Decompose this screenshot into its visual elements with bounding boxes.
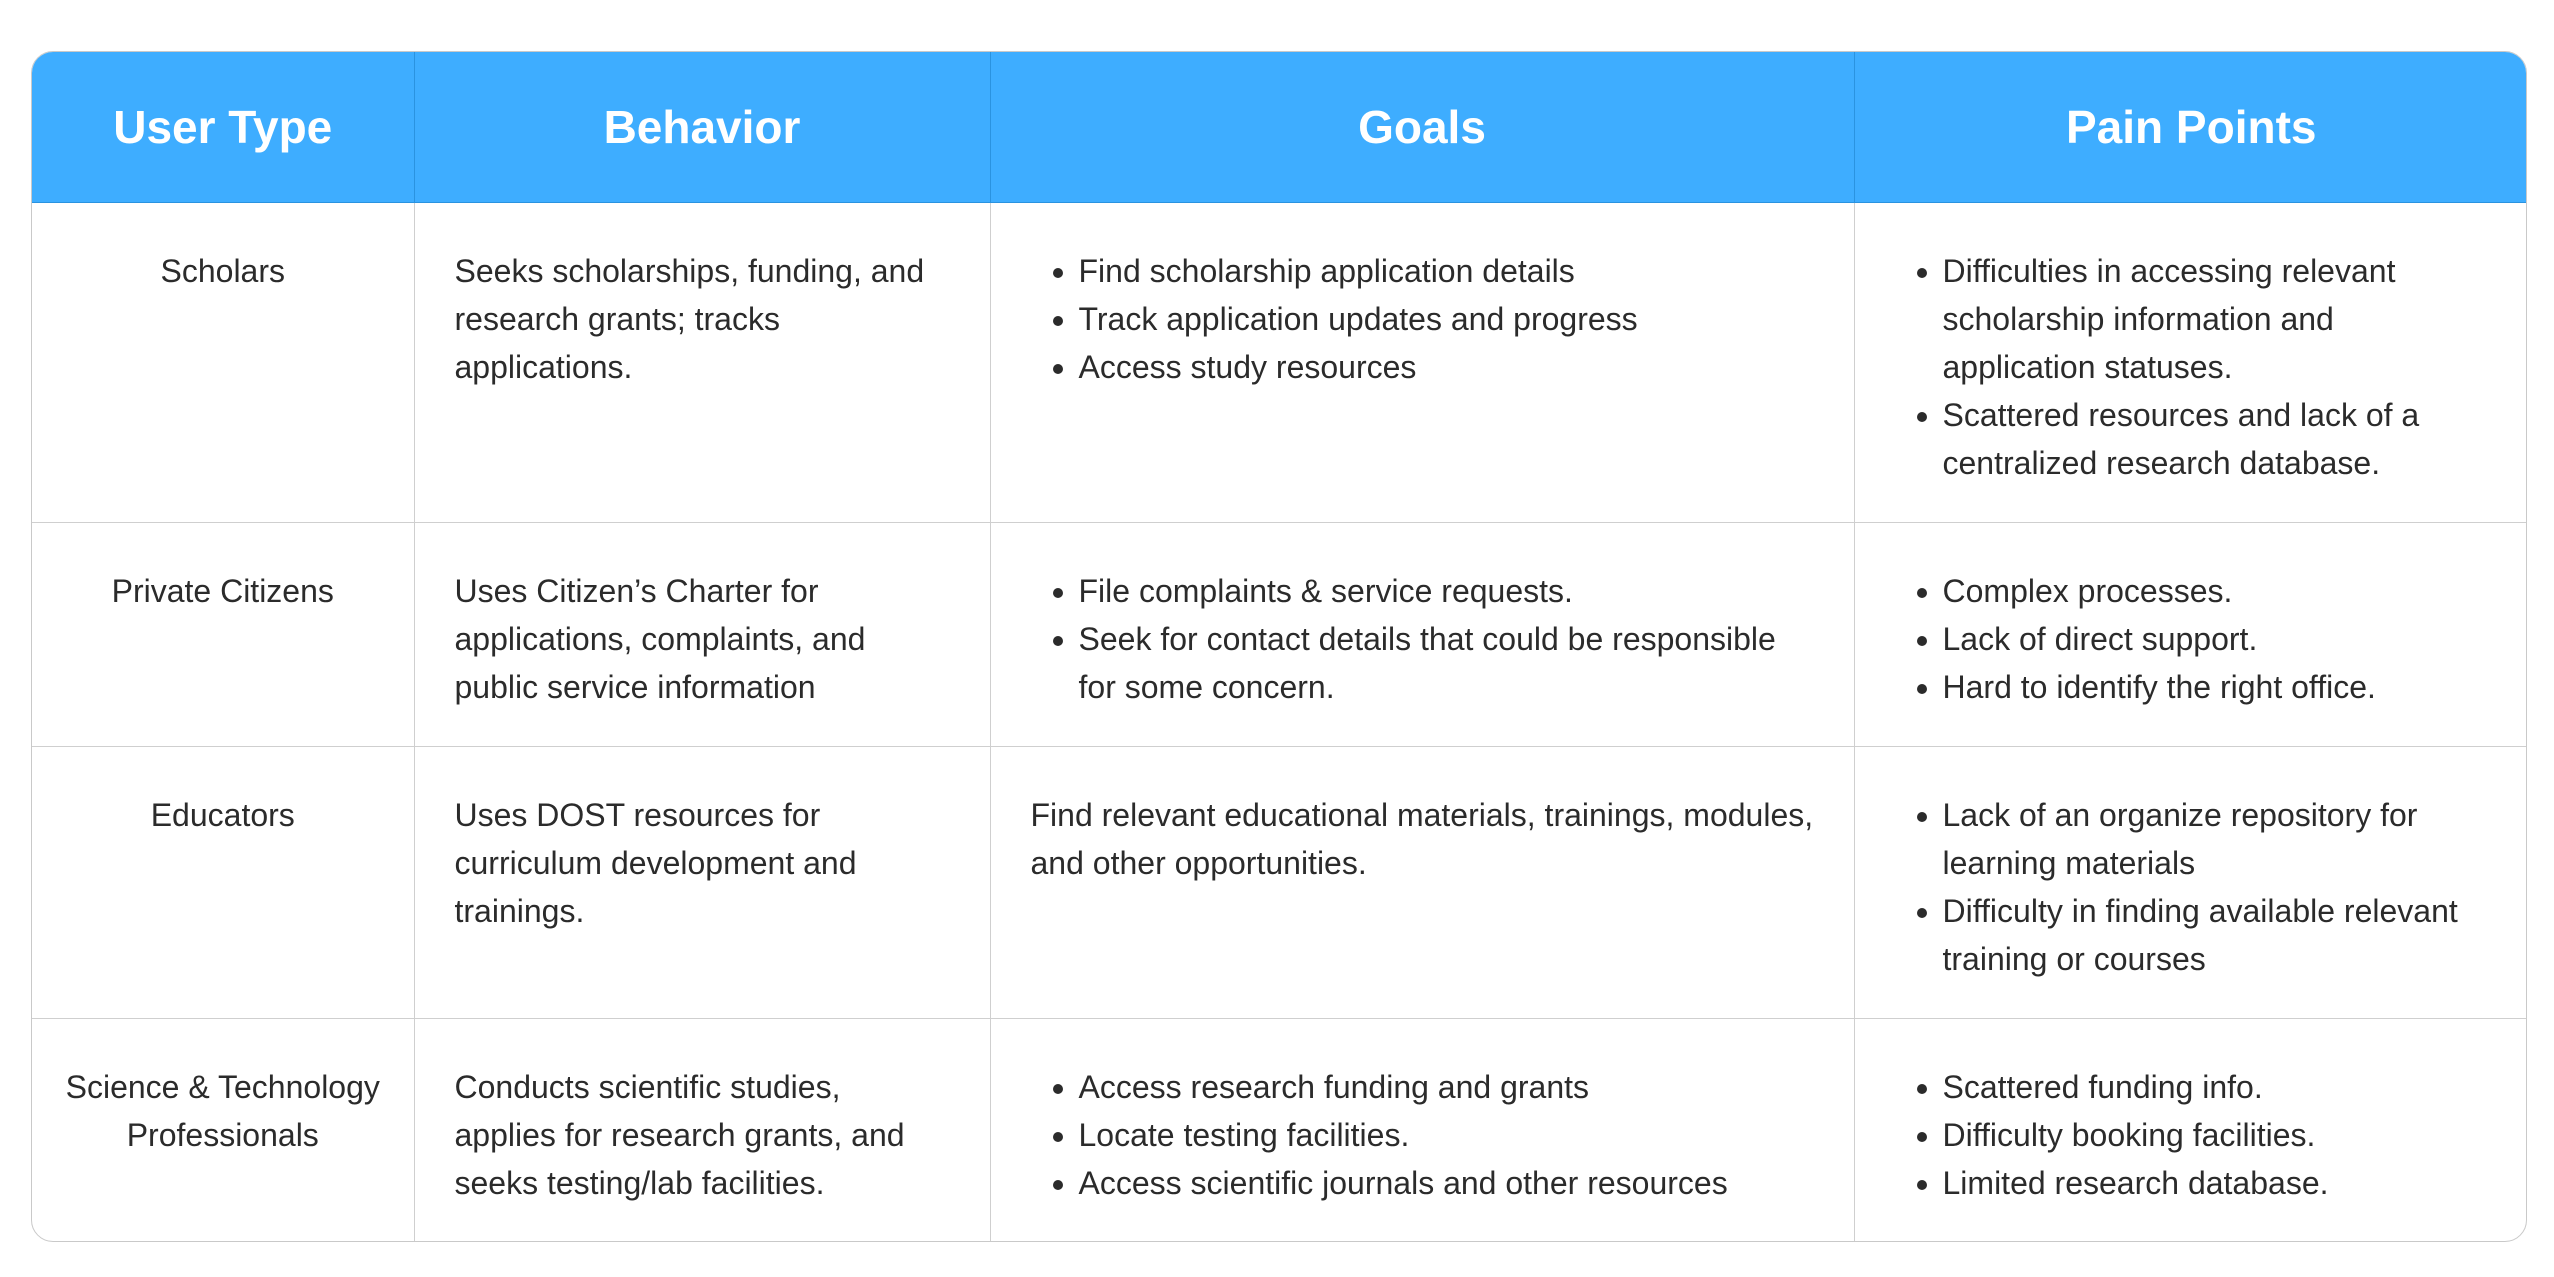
goals-list: File complaints & service requests. Seek… (1031, 567, 1814, 711)
list-item: Track application updates and progress (1079, 295, 1814, 343)
pain-points-list: Scattered funding info. Difficulty booki… (1895, 1063, 2489, 1207)
header-user-type: User Type (32, 52, 415, 203)
goals-list: Access research funding and grants Locat… (1031, 1063, 1814, 1207)
header-goals: Goals (990, 52, 1855, 203)
list-item: Difficulty booking facilities. (1943, 1111, 2489, 1159)
list-item: Difficulties in accessing relevant schol… (1943, 247, 2489, 391)
behavior-cell: Seeks scholarships, funding, and researc… (414, 202, 991, 523)
goals-cell: File complaints & service requests. Seek… (990, 522, 1855, 747)
list-item: Find scholarship application details (1079, 247, 1814, 295)
user-type-cell: Science & Technology Professionals (32, 1018, 415, 1241)
list-item: Access research funding and grants (1079, 1063, 1814, 1111)
pain-points-cell: Lack of an organize repository for learn… (1854, 746, 2526, 1019)
pain-points-list: Difficulties in accessing relevant schol… (1895, 247, 2489, 487)
list-item: Access study resources (1079, 343, 1814, 391)
list-item: Limited research database. (1943, 1159, 2489, 1207)
behavior-cell: Uses DOST resources for curriculum devel… (414, 746, 991, 1019)
pain-points-list: Complex processes. Lack of direct suppor… (1895, 567, 2489, 711)
list-item: Locate testing facilities. (1079, 1111, 1814, 1159)
table-row: Educators Uses DOST resources for curric… (32, 746, 2526, 1019)
user-type-cell: Educators (32, 746, 415, 1019)
user-type-cell: Private Citizens (32, 522, 415, 747)
table-header-row: User Type Behavior Goals Pain Points (32, 52, 2526, 203)
goals-cell: Find scholarship application details Tra… (990, 202, 1855, 523)
user-personas-table: User Type Behavior Goals Pain Points Sch… (32, 52, 2526, 1241)
table-row: Scholars Seeks scholarships, funding, an… (32, 202, 2526, 523)
header-pain-points: Pain Points (1854, 52, 2526, 203)
user-type-cell: Scholars (32, 202, 415, 523)
header-behavior: Behavior (414, 52, 991, 203)
goals-cell: Access research funding and grants Locat… (990, 1018, 1855, 1241)
pain-points-cell: Difficulties in accessing relevant schol… (1854, 202, 2526, 523)
list-item: Scattered resources and lack of a centra… (1943, 391, 2489, 487)
list-item: Seek for contact details that could be r… (1079, 615, 1814, 711)
pain-points-cell: Complex processes. Lack of direct suppor… (1854, 522, 2526, 747)
goals-cell: Find relevant educational materials, tra… (990, 746, 1855, 1019)
list-item: Access scientific journals and other res… (1079, 1159, 1814, 1207)
list-item: Lack of an organize repository for learn… (1943, 791, 2489, 887)
list-item: Scattered funding info. (1943, 1063, 2489, 1111)
list-item: Lack of direct support. (1943, 615, 2489, 663)
table-row: Private Citizens Uses Citizen’s Charter … (32, 522, 2526, 747)
list-item: File complaints & service requests. (1079, 567, 1814, 615)
pain-points-cell: Scattered funding info. Difficulty booki… (1854, 1018, 2526, 1241)
behavior-cell: Uses Citizen’s Charter for applications,… (414, 522, 991, 747)
list-item: Complex processes. (1943, 567, 2489, 615)
user-personas-table-card: User Type Behavior Goals Pain Points Sch… (31, 51, 2527, 1242)
behavior-cell: Conducts scientific studies, applies for… (414, 1018, 991, 1241)
list-item: Difficulty in finding available relevant… (1943, 887, 2489, 983)
pain-points-list: Lack of an organize repository for learn… (1895, 791, 2489, 983)
table-row: Science & Technology Professionals Condu… (32, 1018, 2526, 1241)
goals-list: Find scholarship application details Tra… (1031, 247, 1814, 391)
list-item: Hard to identify the right office. (1943, 663, 2489, 711)
